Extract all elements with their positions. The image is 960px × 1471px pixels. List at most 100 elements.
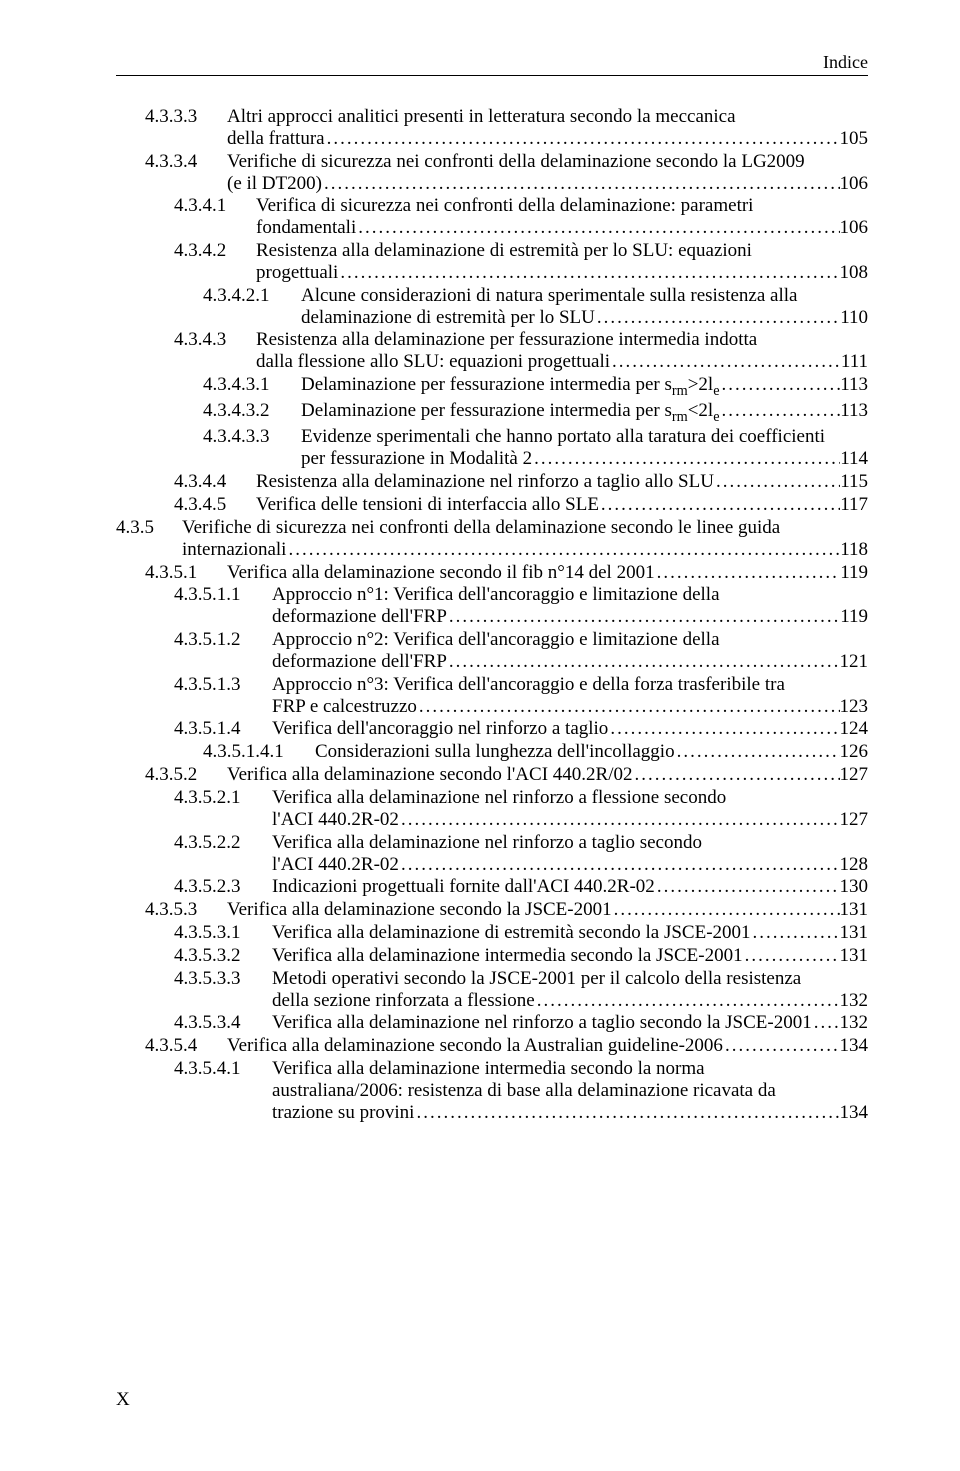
toc-leader-dots: ........................................… [720,374,841,396]
toc-entry: 4.3.4.3.3Evidenze sperimentali che hanno… [116,426,868,448]
toc-leader-dots: ........................................… [655,876,840,898]
toc-entry-title: internazionali [182,539,286,561]
toc-leader-dots: ........................................… [399,854,840,876]
toc-entry-page: 119 [840,606,868,628]
toc-entry-title: dalla flessione allo SLU: equazioni prog… [256,351,610,373]
toc-entry: 4.3.5.2.3Indicazioni progettuali fornite… [116,876,868,898]
toc-entry-page: 106 [840,217,869,239]
toc-entry-page: 131 [840,922,869,944]
toc-entry-page: 130 [840,876,869,898]
toc-entry-number: 4.3.4.3.3 [203,426,301,448]
toc-entry-number: 4.3.5.4.1 [174,1058,272,1080]
toc-entry-page: 105 [840,128,869,150]
toc-leader-dots: ........................................… [610,351,841,373]
toc-entry-title: Approccio n°1: Verifica dell'ancoraggio … [272,584,720,606]
toc-entry-number: 4.3.4.2 [174,240,256,262]
toc-entry-title: (e il DT200) [227,173,322,195]
toc-entry: 4.3.4.1Verifica di sicurezza nei confron… [116,195,868,217]
toc-entry: 4.3.5.1.1Approccio n°1: Verifica dell'an… [116,584,868,606]
toc-entry-number: 4.3.4.4 [174,471,256,493]
toc-entry-page: 124 [840,718,869,740]
toc-entry: l'ACI 440.2R-02.........................… [116,809,868,831]
toc-entry-page: 134 [840,1035,869,1057]
toc-entry: trazione su provini.....................… [116,1102,868,1124]
toc-entry-title: Evidenze sperimentali che hanno portato … [301,426,825,448]
toc-leader-dots: ........................................… [743,945,840,967]
toc-entry-number: 4.3.4.1 [174,195,256,217]
toc-entry: 4.3.4.2.1Alcune considerazioni di natura… [116,285,868,307]
toc-entry-page: 131 [840,945,869,967]
toc-leader-dots: ........................................… [675,741,840,763]
toc-entry: australiana/2006: resistenza di base all… [116,1080,868,1102]
toc-entry-title: Verifica alla delaminazione secondo il f… [227,562,655,584]
toc-leader-dots: ........................................… [356,217,839,239]
toc-entry-title: Delaminazione per fessurazione intermedi… [301,400,720,425]
page: Indice 4.3.3.3Altri approcci analitici p… [0,0,960,1471]
toc-entry-number: 4.3.4.2.1 [203,285,301,307]
toc-entry-page: 111 [841,351,868,373]
toc-entry-number: 4.3.5.3.2 [174,945,272,967]
toc-entry: FRP e calcestruzzo......................… [116,696,868,718]
toc-entry-page: 128 [840,854,869,876]
toc-leader-dots: ........................................… [714,471,840,493]
toc-leader-dots: ........................................… [286,539,840,561]
toc-entry-number: 4.3.3.4 [145,151,227,173]
toc-entry-page: 114 [840,448,868,470]
toc-leader-dots: ........................................… [723,1035,840,1057]
toc-entry-title: della sezione rinforzata a flessione [272,990,535,1012]
toc-entry-number: 4.3.4.3.2 [203,400,301,422]
toc-entry: per fessurazione in Modalità 2..........… [116,448,868,470]
toc-entry: deformazione dell'FRP...................… [116,606,868,628]
toc-entry-page: 131 [840,899,869,921]
toc-entry: internazionali..........................… [116,539,868,561]
toc-entry-title: Resistenza alla delaminazione nel rinfor… [256,471,714,493]
toc-entry-number: 4.3.5.3 [145,899,227,921]
toc-entry-title: Altri approcci analitici presenti in let… [227,106,736,128]
toc-entry: 4.3.4.3Resistenza alla delaminazione per… [116,329,868,351]
toc-entry-title: Considerazioni sulla lunghezza dell'inco… [315,741,675,763]
toc-entry-number: 4.3.5.1.4.1 [203,741,315,763]
page-number: X [116,1389,130,1411]
toc-entry-title: Verifica delle tensioni di interfaccia a… [256,494,599,516]
table-of-contents: 4.3.3.3Altri approcci analitici presenti… [116,106,868,1124]
toc-entry-number: 4.3.5.1 [145,562,227,584]
toc-entry: 4.3.5.1.4Verifica dell'ancoraggio nel ri… [116,718,868,740]
toc-entry: 4.3.5.2Verifica alla delaminazione secon… [116,764,868,786]
toc-entry: 4.3.5.1.2Approccio n°2: Verifica dell'an… [116,629,868,651]
toc-entry-title: Verifica alla delaminazione secondo la A… [227,1035,723,1057]
toc-leader-dots: ........................................… [535,990,840,1012]
toc-entry-title: Verifiche di sicurezza nei confronti del… [182,517,780,539]
toc-entry-title: Verifica dell'ancoraggio nel rinforzo a … [272,718,608,740]
toc-entry-title: l'ACI 440.2R-02 [272,854,399,876]
toc-leader-dots: ........................................… [751,922,840,944]
toc-entry-number: 4.3.5.1.3 [174,674,272,696]
toc-leader-dots: ........................................… [447,651,840,673]
toc-entry: 4.3.5.3Verifica alla delaminazione secon… [116,899,868,921]
toc-entry-number: 4.3.5.1.1 [174,584,272,606]
toc-entry-page: 106 [840,173,869,195]
toc-entry-title: l'ACI 440.2R-02 [272,809,399,831]
toc-entry-title: deformazione dell'FRP [272,606,447,628]
toc-entry-title: della frattura [227,128,325,150]
toc-entry-number: 4.3.5.2 [145,764,227,786]
toc-entry: delaminazione di estremità per lo SLU...… [116,307,868,329]
toc-entry-page: 110 [840,307,868,329]
toc-entry-page: 119 [840,562,868,584]
toc-leader-dots: ........................................… [414,1102,839,1124]
toc-entry-title: Approccio n°3: Verifica dell'ancoraggio … [272,674,785,696]
toc-leader-dots: ........................................… [325,128,840,150]
toc-entry-title: Verifica alla delaminazione intermedia s… [272,945,743,967]
toc-entry-page: 108 [840,262,869,284]
toc-leader-dots: ........................................… [632,764,839,786]
toc-leader-dots: ........................................… [447,606,840,628]
toc-entry-number: 4.3.5.3.3 [174,968,272,990]
toc-entry-page: 117 [840,494,868,516]
toc-entry-title: Verifica alla delaminazione nel rinforzo… [272,1012,812,1034]
toc-entry-title: Verifiche di sicurezza nei confronti del… [227,151,805,173]
toc-entry-title: Verifica alla delaminazione di estremità… [272,922,751,944]
toc-leader-dots: ........................................… [399,809,840,831]
toc-entry-title: delaminazione di estremità per lo SLU [301,307,595,329]
toc-leader-dots: ........................................… [532,448,840,470]
toc-entry-page: 118 [840,539,868,561]
toc-entry-page: 113 [840,400,868,422]
